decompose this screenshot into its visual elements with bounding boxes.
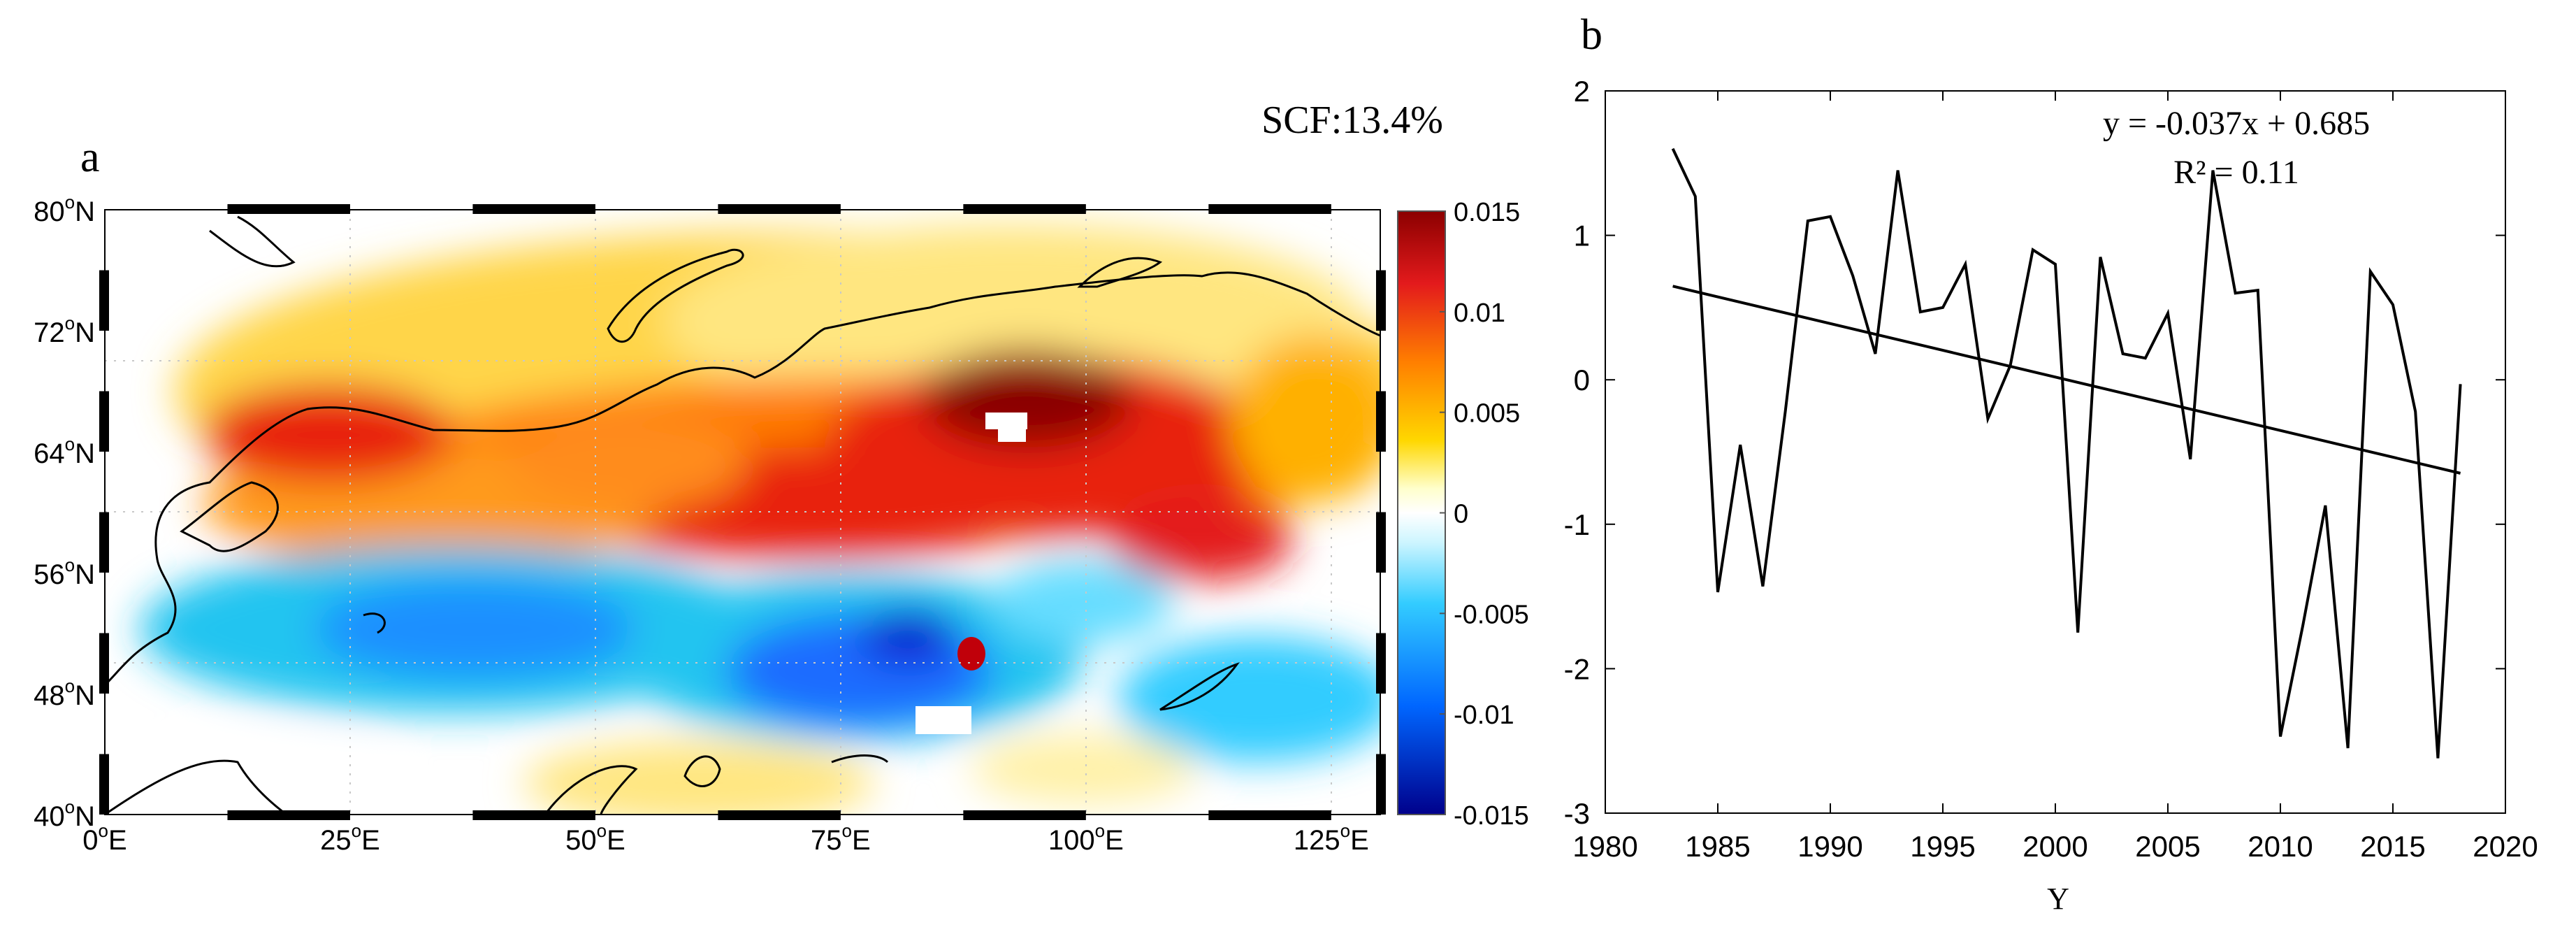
- panel-a-label: a: [80, 134, 100, 181]
- field-patch: [971, 734, 1195, 804]
- longitude-tick-label: 50oE: [565, 820, 625, 856]
- x-axis-label: Y: [2047, 882, 2069, 916]
- y-tick-label: -1: [1564, 508, 1590, 541]
- field-patch: [510, 413, 748, 510]
- frame-dash: [1208, 204, 1331, 214]
- colorbar-tick-label: 0.015: [1454, 198, 1520, 227]
- x-tick-label: 2010: [2248, 830, 2313, 863]
- x-tick-label: 1980: [1572, 830, 1637, 863]
- y-tick-label: 0: [1574, 364, 1590, 396]
- frame-dash: [1376, 633, 1386, 694]
- field-patch: [664, 224, 1363, 420]
- field-patch: [1111, 496, 1293, 580]
- equation-label: y = -0.037x + 0.685: [2103, 105, 2370, 142]
- scf-annotation: SCF:13.4%: [1261, 99, 1443, 142]
- latitude-tick-label: 48oN: [34, 675, 95, 711]
- longitude-tick-label: 0oE: [82, 820, 126, 856]
- longitude-tick-label: 25oE: [320, 820, 380, 856]
- latitude-tick-label: 56oN: [34, 554, 95, 590]
- field-patch: [1118, 636, 1380, 762]
- frame-dash: [227, 204, 350, 214]
- frame-dash: [227, 810, 350, 820]
- series-line: [1671, 148, 2462, 759]
- latitude-tick-label: 72oN: [34, 313, 95, 348]
- latitude-labels: 80oN 72oN 64oN 56oN 48oN 40oN: [34, 192, 95, 832]
- trend-line: [1672, 285, 2461, 475]
- missing-patch: [916, 706, 971, 734]
- longitude-labels: 0oE 25oE 50oE 75oE 100oE 125oE: [82, 820, 1368, 856]
- x-tick-label: 2015: [2360, 830, 2425, 863]
- frame-dash: [1208, 810, 1331, 820]
- r-squared-label: R² = 0.11: [2173, 154, 2299, 191]
- colorbar-tick-label: 0.01: [1454, 299, 1505, 328]
- y-tick-label: 2: [1574, 75, 1590, 108]
- frame-dash: [718, 204, 841, 214]
- frame-dash: [99, 512, 109, 573]
- longitude-tick-label: 75oE: [811, 820, 871, 856]
- colorbar-tick-label: -0.01: [1454, 701, 1514, 730]
- latitude-tick-label: 80oN: [34, 192, 95, 227]
- frame-dash: [718, 810, 841, 820]
- field-patch: [860, 608, 957, 664]
- x-tick-label: 1990: [1797, 830, 1862, 863]
- latitude-tick-label: 40oN: [34, 796, 95, 832]
- field-patch: [922, 350, 1132, 447]
- colorbar-tick-label: -0.015: [1454, 801, 1529, 831]
- frame-dash: [1376, 270, 1386, 331]
- longitude-tick-label: 100oE: [1048, 820, 1124, 856]
- field-patch: [203, 385, 454, 482]
- colorbar-tick-label: 0: [1454, 500, 1468, 529]
- frame-dash: [963, 810, 1086, 820]
- colorbar-tick-label: -0.005: [1454, 600, 1529, 629]
- frame-dash: [99, 391, 109, 452]
- colorbar-gradient: [1397, 210, 1446, 815]
- chart-b: 1980 1985 1990 1995 2000 2005 2010 2015 2020 2 1 0 -…: [1564, 75, 2538, 916]
- colorbar: 0.015 0.01 0.005 0 -0.005 -0.01 -0.015: [1397, 198, 1529, 831]
- missing-patch: [985, 413, 1027, 429]
- frame-dash: [472, 204, 595, 214]
- colorbar-tick-label: 0.005: [1454, 399, 1520, 429]
- frame-dash: [99, 754, 109, 815]
- longitude-tick-label: 125oE: [1294, 820, 1369, 856]
- coastlines: [105, 215, 1380, 815]
- y-tick-label: -2: [1564, 652, 1590, 685]
- frame-dash: [963, 204, 1086, 214]
- field-patch: [314, 580, 636, 678]
- frame-dash: [1376, 754, 1386, 815]
- latitude-tick-label: 64oN: [34, 433, 95, 469]
- x-tick-label: 2000: [2023, 830, 2087, 863]
- map-frame: [99, 204, 1386, 820]
- field-patch: [992, 559, 1174, 643]
- x-tick-label: 2005: [2135, 830, 2200, 863]
- y-tick-label: 1: [1574, 220, 1590, 252]
- frame-dash: [99, 633, 109, 694]
- field-patch: [957, 637, 985, 671]
- frame-dash: [99, 270, 109, 331]
- frame-dash: [1376, 391, 1386, 452]
- field-patch: [1230, 336, 1380, 503]
- x-tick-label: 1995: [1910, 830, 1975, 863]
- missing-patch: [998, 428, 1026, 442]
- frame-dash: [472, 810, 595, 820]
- field-patch: [168, 741, 391, 811]
- x-tick-label: 2020: [2473, 830, 2538, 863]
- graticule: [105, 210, 1380, 815]
- x-tick-label: 1985: [1685, 830, 1750, 863]
- panel-b-label: b: [1581, 11, 1602, 59]
- map-field: [105, 210, 1380, 815]
- frame-dash: [1376, 512, 1386, 573]
- y-tick-label: -3: [1564, 797, 1590, 830]
